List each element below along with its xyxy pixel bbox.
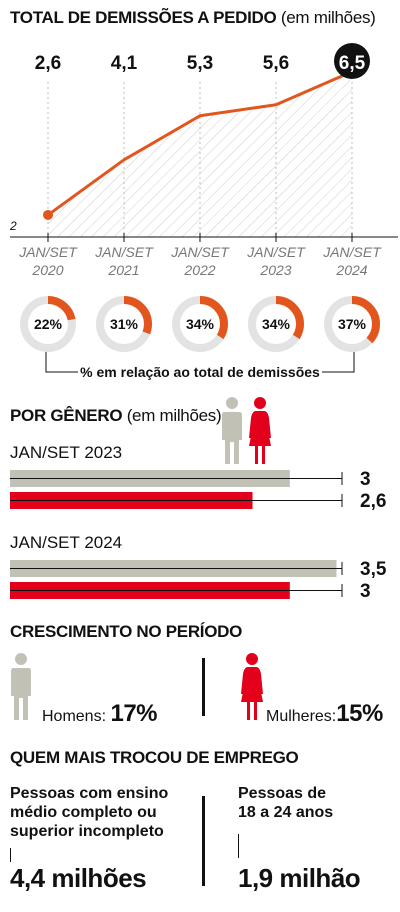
- bar-value-label: 3,5: [360, 559, 387, 580]
- donut: 37%: [324, 296, 380, 352]
- data-label: 4,1: [111, 53, 138, 74]
- donut: 31%: [96, 296, 152, 352]
- donut-chart: 22% 31% 34% 34% 37% % em relação ao total de…: [20, 296, 380, 380]
- woman-icon: [249, 397, 271, 464]
- data-label: 5,3: [187, 53, 213, 74]
- growth-divider: [202, 658, 205, 716]
- donut: 34%: [172, 296, 228, 352]
- y-axis-label: 2: [9, 219, 17, 233]
- donut-slice: [96, 296, 152, 352]
- page-title: TOTAL DE DEMISSÕES A PEDIDO (em milhões): [10, 8, 376, 28]
- donut: 34%: [248, 296, 304, 352]
- x-tick-label: JAN/SET 2022: [170, 244, 230, 278]
- switchers-left-text: Pessoas com ensino médio completo ou sup…: [10, 784, 168, 841]
- switchers-left-line: superior incompleto: [10, 823, 164, 840]
- x-tick-label: JAN/SET 2020: [18, 244, 78, 278]
- donut-label: 37%: [338, 316, 367, 332]
- switchers-left-value: 4,4 milhões: [10, 863, 147, 893]
- data-label: 5,6: [263, 53, 289, 74]
- data-label: 2,6: [35, 53, 61, 74]
- gender-title-text: POR GÊNERO: [10, 406, 123, 425]
- donut-slice: [248, 296, 304, 352]
- data-label: 6,5: [339, 53, 366, 74]
- title-unit: (em milhões): [280, 8, 376, 27]
- x-tick-label: JAN/SET 2024: [322, 244, 382, 278]
- switchers-title: QUEM MAIS TROCOU DE EMPREGO: [10, 748, 299, 767]
- bar-value-label: 3: [360, 581, 371, 602]
- line-point: [43, 209, 53, 220]
- bar-group-label: JAN/SET 2024: [10, 533, 122, 552]
- donut-slice: [20, 296, 76, 352]
- donut-slice: [324, 296, 380, 352]
- bar-value-label: 2,6: [360, 491, 386, 512]
- man-icon: [11, 653, 31, 720]
- x-tick-label: JAN/SET 2023: [246, 244, 306, 278]
- bar-group-label: JAN/SET 2023: [10, 443, 122, 462]
- switchers-right-text: Pessoas de 18 a 24 anos: [238, 784, 333, 822]
- switchers-left-line: Pessoas com ensino: [10, 785, 169, 802]
- switchers-right-line: 18 a 24 anos: [238, 804, 334, 821]
- switchers-left-line: médio completo ou: [10, 804, 157, 821]
- switchers-divider: [202, 796, 205, 886]
- switchers-right-line: Pessoas de: [238, 785, 327, 802]
- donut-label: 34%: [262, 316, 291, 332]
- gender-title: POR GÊNERO (em milhões): [10, 406, 222, 426]
- donut-label: 22%: [34, 316, 63, 332]
- growth-men: Homens: 17%: [42, 700, 158, 728]
- man-icon: [222, 397, 242, 464]
- highlight-badge: [334, 43, 370, 79]
- growth-men-label: Homens:: [42, 708, 107, 725]
- donut-caption: % em relação ao total de demissões: [80, 364, 320, 380]
- title-text: TOTAL DE DEMISSÕES A PEDIDO: [10, 8, 277, 27]
- line-series: [47, 70, 353, 217]
- donut-label: 31%: [110, 316, 139, 332]
- donut-slice: [172, 296, 228, 352]
- growth-women-label: Mulheres:: [266, 708, 337, 725]
- switchers-right-tick: [238, 834, 239, 858]
- switchers-right-value: 1,9 milhão: [238, 863, 361, 893]
- growth-title: CRESCIMENTO NO PERÍODO: [10, 622, 243, 641]
- donut-label: 34%: [186, 316, 215, 332]
- gender-title-unit: (em milhões): [126, 406, 222, 425]
- donut: 22%: [20, 296, 76, 352]
- donut-bracket: [45, 352, 355, 373]
- woman-icon: [241, 653, 263, 720]
- x-tick-label: JAN/SET 2021: [94, 244, 154, 278]
- growth-women-value: 15%: [336, 700, 383, 727]
- switchers-left-tick: [10, 848, 11, 862]
- growth-men-value: 17%: [110, 700, 158, 727]
- growth-women: Mulheres:15%: [266, 700, 383, 728]
- bar-value-label: 3: [360, 469, 371, 490]
